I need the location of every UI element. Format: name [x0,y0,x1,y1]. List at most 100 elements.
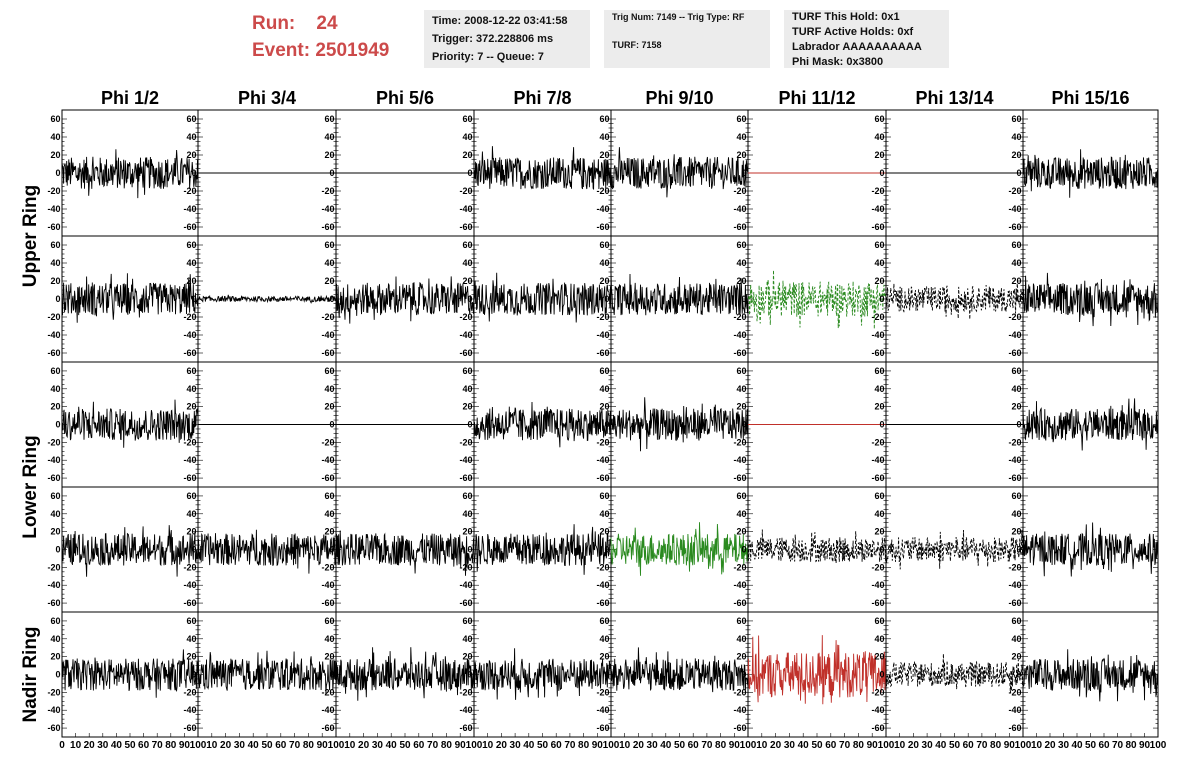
y-tick-label: -40 [47,580,60,590]
x-tick-label: 50 [949,740,961,751]
y-tick-label: 60 [50,114,60,124]
y-tick-label: 40 [874,258,884,268]
phi-mask-text: Phi Mask: 0x3800 [792,56,884,68]
y-tick-label: -40 [596,455,609,465]
y-tick-label: 40 [324,132,334,142]
y-tick-label: -40 [871,580,884,590]
y-tick-label: 40 [50,384,60,394]
y-tick-label: 60 [324,491,334,501]
labrador-text: Labrador AAAAAAAAAA [792,41,922,53]
x-tick-label: 50 [537,740,549,751]
y-tick-label: -60 [459,222,472,232]
y-tick-label: 40 [599,634,609,644]
y-tick-label: 40 [50,634,60,644]
y-tick-label: 60 [1011,240,1021,250]
y-tick-label: 20 [462,150,472,160]
y-tick-label: 0 [879,545,884,555]
y-tick-label: -20 [47,312,60,322]
x-tick-label: 30 [784,740,796,751]
x-tick-label: 60 [688,740,700,751]
y-tick-label: 20 [599,402,609,412]
y-tick-label: -20 [459,186,472,196]
waveform-series [610,147,749,198]
x-tick-label: 10 [206,740,218,751]
x-tick-label: 70 [976,740,988,751]
y-tick-label: 60 [50,366,60,376]
y-tick-label: -40 [1008,204,1021,214]
y-tick-label: -60 [596,222,609,232]
y-tick-label: -60 [47,348,60,358]
y-tick-label: 0 [741,420,746,430]
x-tick-label: 100 [740,740,757,751]
y-tick-label: -60 [733,348,746,358]
y-tick-label: -20 [733,687,746,697]
y-tick-label: -40 [596,204,609,214]
y-tick-label: -60 [321,598,334,608]
x-tick-label: 60 [963,740,975,751]
x-tick-label: 20 [1044,740,1056,751]
trig-num-text: Trig Num: 7149 -- Trig Type: RF [612,12,745,22]
x-tick-label: 80 [165,740,177,751]
y-tick-label: 0 [191,670,196,680]
y-tick-label: -20 [1008,312,1021,322]
turf-active-holds-text: TURF Active Holds: 0xf [792,26,914,38]
y-tick-label: 60 [186,114,196,124]
y-tick-label: 60 [324,240,334,250]
y-tick-label: -40 [321,580,334,590]
waveform-series [61,149,199,199]
y-tick-label: -60 [1008,222,1021,232]
y-tick-label: -20 [596,437,609,447]
x-tick-label: 70 [701,740,713,751]
y-tick-label: -60 [871,723,884,733]
y-tick-label: 20 [1011,527,1021,537]
y-tick-label: 0 [329,294,334,304]
x-tick-label: 100 [466,740,483,751]
y-tick-label: 0 [467,420,472,430]
y-tick-label: 0 [329,168,334,178]
y-tick-label: 40 [462,132,472,142]
y-tick-label: -20 [321,312,334,322]
y-tick-label: -40 [596,580,609,590]
x-tick-label: 40 [386,740,398,751]
x-tick-label: 20 [633,740,645,751]
event-value: 2501949 [315,40,390,61]
y-tick-label: 60 [50,240,60,250]
x-tick-label: 100 [878,740,895,751]
x-tick-label: 20 [84,740,96,751]
y-tick-label: -60 [47,723,60,733]
y-tick-label: 20 [462,276,472,286]
y-tick-label: 20 [324,652,334,662]
x-tick-label: 10 [70,740,82,751]
waveform-series [747,270,887,330]
y-tick-label: 0 [879,168,884,178]
x-tick-label: 60 [138,740,150,751]
x-tick-label: 90 [1004,740,1016,751]
x-tick-label: 60 [275,740,287,751]
x-tick-label: 100 [603,740,620,751]
y-tick-label: 20 [462,402,472,412]
y-tick-label: -20 [871,562,884,572]
y-tick-label: 60 [1011,616,1021,626]
column-title: Phi 9/10 [645,88,713,108]
y-tick-label: 60 [1011,491,1021,501]
y-tick-label: 0 [741,294,746,304]
y-tick-label: 20 [50,652,60,662]
y-tick-label: -20 [321,687,334,697]
y-tick-label: 20 [186,527,196,537]
y-tick-label: 0 [604,420,609,430]
y-tick-label: 40 [736,132,746,142]
ring-label: Nadir Ring [20,626,41,722]
waveform-series [197,529,337,574]
y-tick-label: -20 [871,687,884,697]
y-tick-label: -60 [183,598,196,608]
x-tick-label: 60 [551,740,563,751]
y-tick-label: 40 [1011,132,1021,142]
y-tick-label: -40 [47,705,60,715]
y-tick-label: -40 [183,455,196,465]
waveform-series [1022,149,1159,198]
waveform-series [61,649,199,698]
y-tick-label: 40 [874,384,884,394]
y-tick-label: 20 [874,276,884,286]
y-tick-label: 40 [1011,634,1021,644]
x-tick-label: 100 [328,740,345,751]
